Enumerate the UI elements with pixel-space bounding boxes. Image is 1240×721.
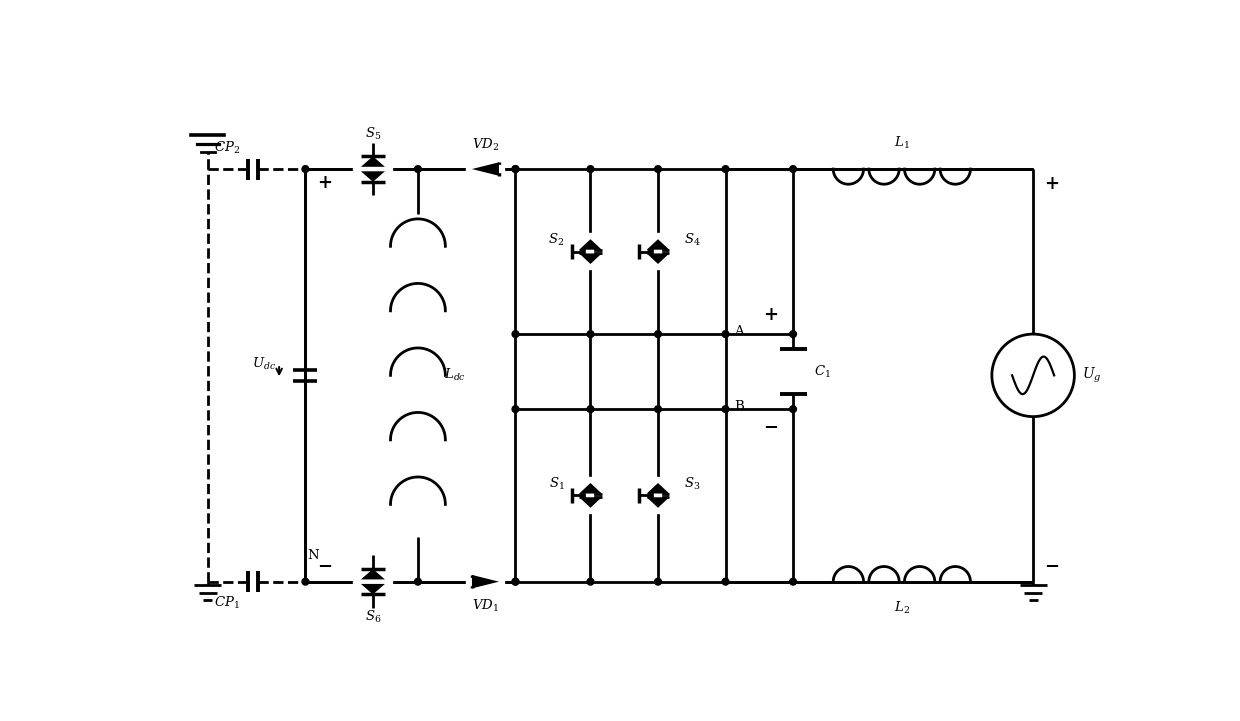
Circle shape [655, 331, 661, 337]
Text: $CP_2$: $CP_2$ [213, 140, 239, 156]
Text: −: − [1044, 557, 1059, 575]
Circle shape [790, 331, 796, 337]
Polygon shape [361, 156, 384, 167]
Circle shape [414, 166, 422, 172]
Text: −: − [763, 419, 779, 437]
Circle shape [303, 578, 309, 585]
Polygon shape [361, 569, 384, 580]
Text: −: − [316, 557, 332, 575]
Circle shape [587, 331, 594, 337]
Circle shape [512, 166, 518, 172]
Circle shape [512, 578, 518, 585]
Text: +: + [763, 306, 777, 324]
Circle shape [414, 578, 422, 585]
Circle shape [587, 578, 594, 585]
Polygon shape [361, 584, 384, 594]
Circle shape [722, 166, 729, 172]
Text: $S_4$: $S_4$ [684, 232, 701, 248]
Circle shape [512, 331, 518, 337]
Circle shape [655, 578, 661, 585]
Text: $S_1$: $S_1$ [548, 476, 564, 492]
Text: $L_1$: $L_1$ [894, 135, 910, 151]
Circle shape [655, 406, 661, 412]
Polygon shape [647, 254, 670, 264]
Text: $C_1$: $C_1$ [813, 363, 831, 380]
Circle shape [655, 166, 661, 172]
Polygon shape [472, 162, 498, 176]
Polygon shape [579, 239, 601, 249]
Polygon shape [579, 254, 601, 264]
Circle shape [790, 166, 796, 172]
Text: B: B [734, 400, 744, 413]
Polygon shape [472, 575, 498, 588]
Text: N: N [308, 549, 319, 562]
Polygon shape [647, 239, 670, 249]
Text: $S_2$: $S_2$ [548, 232, 564, 248]
Text: $VD_2$: $VD_2$ [472, 137, 498, 153]
Circle shape [722, 578, 729, 585]
Text: A: A [734, 325, 744, 338]
Polygon shape [579, 483, 601, 493]
Circle shape [790, 578, 796, 585]
Text: $CP_1$: $CP_1$ [213, 595, 239, 611]
Text: $U_{dc}$: $U_{dc}$ [252, 356, 277, 372]
Circle shape [722, 406, 729, 412]
Text: $S_5$: $S_5$ [365, 125, 381, 142]
Text: $L_{dc}$: $L_{dc}$ [444, 367, 466, 384]
Circle shape [587, 406, 594, 412]
Circle shape [790, 406, 796, 412]
Circle shape [512, 406, 518, 412]
Text: +: + [316, 174, 331, 192]
Circle shape [512, 578, 518, 585]
Text: $U_g$: $U_g$ [1081, 366, 1101, 385]
Circle shape [722, 331, 729, 337]
Circle shape [303, 166, 309, 172]
Polygon shape [647, 497, 670, 508]
Polygon shape [647, 483, 670, 493]
Text: $S_6$: $S_6$ [365, 609, 381, 625]
Text: $L_2$: $L_2$ [894, 600, 910, 616]
Text: $S_3$: $S_3$ [684, 476, 701, 492]
Text: +: + [1044, 175, 1059, 193]
Circle shape [512, 166, 518, 172]
Polygon shape [361, 172, 384, 182]
Polygon shape [579, 497, 601, 508]
Circle shape [587, 166, 594, 172]
Text: $VD_1$: $VD_1$ [472, 598, 498, 614]
